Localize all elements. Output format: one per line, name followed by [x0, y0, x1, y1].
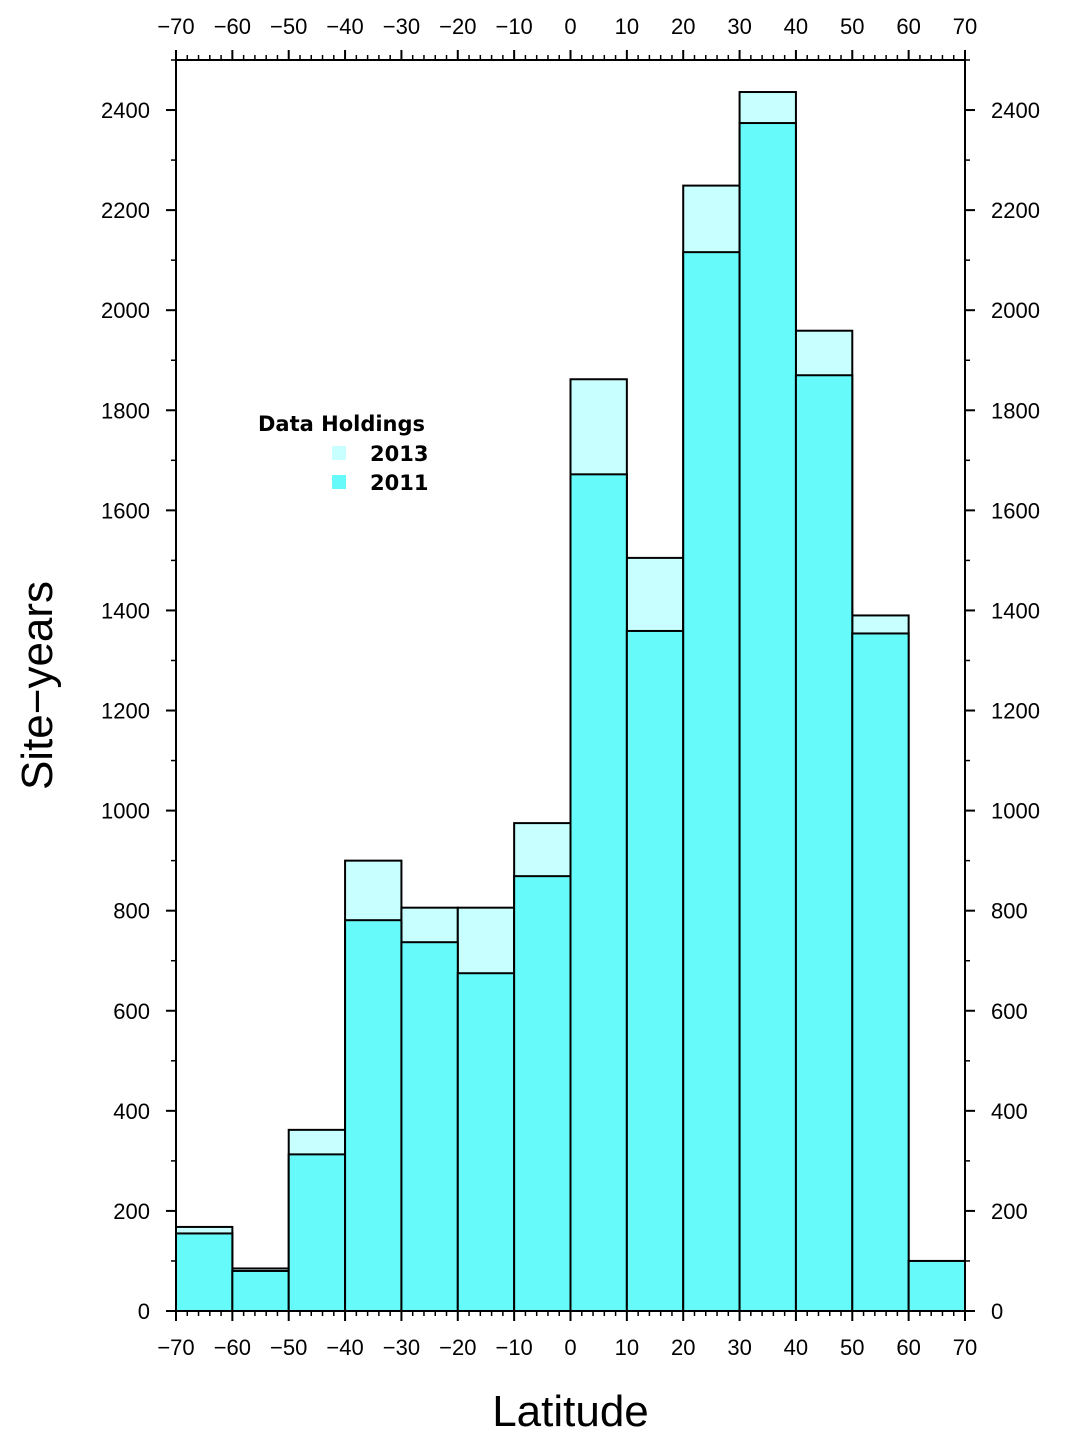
- x-tick-label-bottom: −60: [214, 1335, 251, 1360]
- bar-2011-bin-5: [456, 972, 516, 1312]
- bar-2011-bin-13: [907, 1259, 967, 1312]
- x-tick-label-bottom: −70: [157, 1335, 194, 1360]
- x-tick-label-top: 50: [840, 14, 864, 39]
- x-tick-label-top: −50: [270, 14, 307, 39]
- x-tick-label-top: 70: [953, 14, 977, 39]
- x-tick-label-top: 40: [784, 14, 808, 39]
- y-tick-label-left: 2000: [101, 298, 150, 323]
- y-tick-label-right: 2200: [991, 198, 1040, 223]
- y-tick-label-left: 1200: [101, 699, 150, 724]
- y-tick-label-left: 1600: [101, 498, 150, 523]
- bar-2011-bin-6: [513, 875, 572, 1312]
- x-tick-label-bottom: 50: [840, 1335, 864, 1360]
- x-tick-label-bottom: −40: [326, 1335, 363, 1360]
- y-tick-label-right: 2000: [991, 298, 1040, 323]
- x-tick-label-top: −70: [157, 14, 194, 39]
- x-tick-label-top: 10: [615, 14, 639, 39]
- legend-swatch-2013: [332, 446, 346, 460]
- legend-label-2013: 2013: [370, 442, 428, 466]
- x-tick-label-bottom: −10: [495, 1335, 532, 1360]
- ticks-layer: [166, 50, 975, 1321]
- x-tick-label-bottom: −30: [383, 1335, 420, 1360]
- x-tick-label-top: −10: [495, 14, 532, 39]
- y-axis-title: Site−years: [13, 581, 62, 790]
- y-tick-label-right: 2400: [991, 98, 1040, 123]
- y-tick-label-left: 0: [138, 1299, 150, 1324]
- bar-2011-bin-2: [287, 1153, 347, 1312]
- y-tick-label-right: 1800: [991, 398, 1040, 423]
- legend-swatch-2011: [332, 475, 346, 489]
- x-tick-label-bottom: 20: [671, 1335, 695, 1360]
- y-tick-label-left: 2200: [101, 198, 150, 223]
- x-tick-label-top: −40: [326, 14, 363, 39]
- x-tick-label-bottom: 10: [615, 1335, 639, 1360]
- y-tick-label-left: 1400: [101, 598, 150, 623]
- x-tick-label-bottom: 40: [784, 1335, 808, 1360]
- y-tick-label-left: 1000: [101, 799, 150, 824]
- y-tick-label-left: 400: [113, 1099, 150, 1124]
- legend-title: Data Holdings: [258, 412, 425, 436]
- y-tick-label-left: 200: [113, 1199, 150, 1224]
- y-tick-label-left: 600: [113, 999, 150, 1024]
- bar-2011-bin-1: [231, 1269, 290, 1313]
- x-tick-label-bottom: −50: [270, 1335, 307, 1360]
- x-tick-label-top: −20: [439, 14, 476, 39]
- y-tick-label-left: 800: [113, 899, 150, 924]
- x-tick-label-bottom: −20: [439, 1335, 476, 1360]
- y-tick-label-right: 1200: [991, 699, 1040, 724]
- x-tick-label-top: −60: [214, 14, 251, 39]
- bar-2011-bin-10: [738, 122, 797, 1312]
- y-tick-label-right: 400: [991, 1099, 1028, 1124]
- x-tick-label-top: 30: [727, 14, 751, 39]
- y-tick-label-right: 1400: [991, 598, 1040, 623]
- bar-2011-bin-12: [851, 632, 910, 1312]
- y-tick-label-right: 200: [991, 1199, 1028, 1224]
- y-tick-label-left: 2400: [101, 98, 150, 123]
- y-tick-label-right: 1000: [991, 799, 1040, 824]
- bar-2011-bin-11: [794, 374, 854, 1312]
- bar-2011-bin-9: [682, 251, 741, 1313]
- y-tick-label-right: 800: [991, 899, 1028, 924]
- legend-label-2011: 2011: [370, 471, 428, 495]
- legend: Data Holdings 2013 2011: [258, 412, 428, 495]
- bars-layer: [175, 91, 967, 1313]
- y-tick-label-left: 1800: [101, 398, 150, 423]
- bar-2011-bin-8: [625, 629, 685, 1312]
- x-tick-label-top: 20: [671, 14, 695, 39]
- x-tick-label-top: 60: [896, 14, 920, 39]
- bar-2011-bin-4: [400, 941, 459, 1312]
- y-tick-label-right: 0: [991, 1299, 1003, 1324]
- tick-labels-layer: −70 −70 −60 −60 −50 −50 −40 −40 −30 −30 −20 −20 −10 −…: [101, 14, 1040, 1360]
- x-tick-label-bottom: 30: [727, 1335, 751, 1360]
- x-tick-label-bottom: 0: [564, 1335, 576, 1360]
- x-tick-label-top: 0: [564, 14, 576, 39]
- x-tick-label-bottom: 70: [953, 1335, 977, 1360]
- x-axis-title: Latitude: [492, 1387, 649, 1433]
- x-tick-label-top: −30: [383, 14, 420, 39]
- bar-2011-bin-7: [569, 473, 628, 1313]
- y-tick-label-right: 600: [991, 999, 1028, 1024]
- x-tick-label-bottom: 60: [896, 1335, 920, 1360]
- y-tick-label-right: 1600: [991, 498, 1040, 523]
- bar-2011-bin-0: [175, 1232, 234, 1312]
- bar-2011-bin-3: [344, 919, 403, 1313]
